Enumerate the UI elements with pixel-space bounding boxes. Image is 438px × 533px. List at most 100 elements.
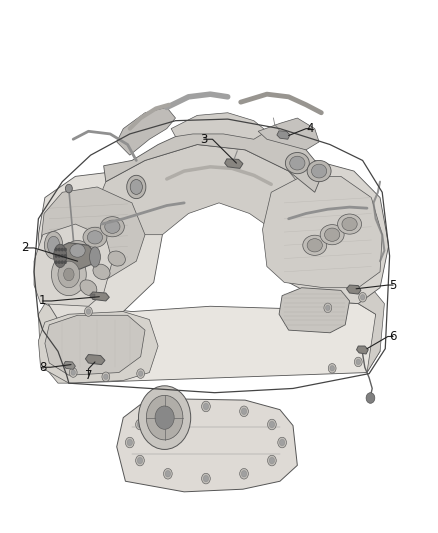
Ellipse shape <box>307 160 331 182</box>
Ellipse shape <box>325 228 340 241</box>
Circle shape <box>55 248 57 251</box>
Text: 5: 5 <box>389 279 397 292</box>
Ellipse shape <box>47 236 60 254</box>
Circle shape <box>71 370 75 375</box>
Circle shape <box>203 475 208 482</box>
Circle shape <box>55 261 57 264</box>
Ellipse shape <box>93 264 110 279</box>
Circle shape <box>65 184 72 193</box>
Polygon shape <box>39 312 158 383</box>
Ellipse shape <box>100 216 124 237</box>
Polygon shape <box>85 354 105 365</box>
Circle shape <box>130 180 142 195</box>
Circle shape <box>138 457 143 464</box>
Circle shape <box>165 408 170 415</box>
Ellipse shape <box>89 247 100 267</box>
Ellipse shape <box>320 224 344 245</box>
Polygon shape <box>277 131 290 139</box>
Circle shape <box>241 471 247 477</box>
Circle shape <box>201 401 210 412</box>
Circle shape <box>138 421 143 427</box>
Circle shape <box>279 439 285 446</box>
Circle shape <box>366 393 375 403</box>
Ellipse shape <box>342 217 357 231</box>
Circle shape <box>58 261 60 264</box>
Polygon shape <box>39 304 69 383</box>
Ellipse shape <box>338 214 361 234</box>
Polygon shape <box>58 301 380 383</box>
Circle shape <box>61 248 64 251</box>
Circle shape <box>51 253 86 296</box>
Ellipse shape <box>45 231 63 259</box>
Ellipse shape <box>66 240 89 261</box>
Circle shape <box>61 261 64 264</box>
Circle shape <box>359 293 367 302</box>
Circle shape <box>268 419 276 430</box>
Circle shape <box>278 437 286 448</box>
Circle shape <box>58 254 60 257</box>
Circle shape <box>240 469 248 479</box>
Circle shape <box>269 421 275 427</box>
Circle shape <box>155 406 174 429</box>
Circle shape <box>165 471 170 477</box>
Circle shape <box>64 268 74 281</box>
Circle shape <box>85 307 92 317</box>
Text: 1: 1 <box>39 294 46 308</box>
Circle shape <box>64 254 67 257</box>
Circle shape <box>325 305 330 311</box>
Circle shape <box>137 369 145 378</box>
Circle shape <box>324 303 332 313</box>
Circle shape <box>328 364 336 373</box>
Circle shape <box>104 374 108 379</box>
Polygon shape <box>64 361 75 369</box>
Ellipse shape <box>108 251 125 266</box>
Circle shape <box>61 254 64 257</box>
Circle shape <box>240 406 248 417</box>
Circle shape <box>64 248 67 251</box>
Text: 4: 4 <box>307 122 314 135</box>
Circle shape <box>268 455 276 466</box>
Polygon shape <box>357 346 368 354</box>
Circle shape <box>58 248 60 251</box>
Circle shape <box>127 175 146 199</box>
Ellipse shape <box>70 244 85 257</box>
Text: 7: 7 <box>85 369 92 382</box>
Circle shape <box>354 357 362 367</box>
Polygon shape <box>225 159 243 168</box>
Circle shape <box>269 457 275 464</box>
Text: 2: 2 <box>21 241 29 254</box>
Polygon shape <box>39 171 162 319</box>
Circle shape <box>64 261 67 264</box>
Ellipse shape <box>307 239 322 252</box>
Polygon shape <box>258 118 319 150</box>
Polygon shape <box>262 160 389 304</box>
Polygon shape <box>104 123 323 192</box>
Polygon shape <box>90 292 110 301</box>
Polygon shape <box>45 316 145 375</box>
Ellipse shape <box>303 235 327 255</box>
Circle shape <box>127 439 132 446</box>
Circle shape <box>102 372 110 382</box>
Polygon shape <box>34 224 113 306</box>
Circle shape <box>356 359 360 365</box>
Polygon shape <box>346 285 361 294</box>
Circle shape <box>55 254 57 257</box>
Polygon shape <box>262 176 382 288</box>
Ellipse shape <box>80 280 97 296</box>
Ellipse shape <box>83 227 107 247</box>
Circle shape <box>201 473 210 484</box>
Circle shape <box>138 371 143 376</box>
Circle shape <box>241 408 247 415</box>
Circle shape <box>58 261 80 288</box>
Polygon shape <box>358 288 385 373</box>
Circle shape <box>138 386 191 449</box>
Circle shape <box>360 295 365 300</box>
Circle shape <box>146 395 183 440</box>
Circle shape <box>136 455 145 466</box>
Polygon shape <box>171 113 267 139</box>
Ellipse shape <box>87 231 102 244</box>
Circle shape <box>330 366 334 371</box>
Text: 3: 3 <box>200 133 208 146</box>
Circle shape <box>163 469 172 479</box>
Polygon shape <box>56 243 95 269</box>
